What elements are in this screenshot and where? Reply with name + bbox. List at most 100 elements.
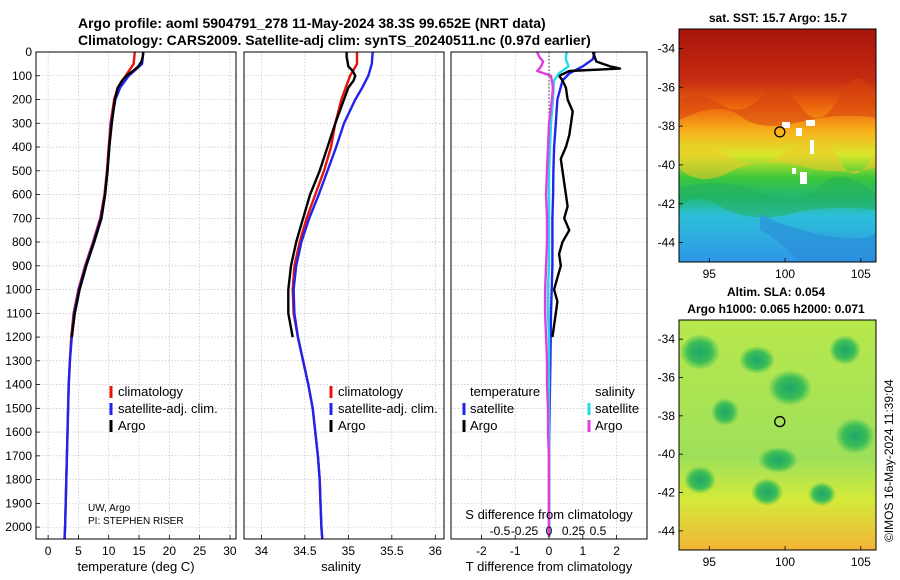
lon-tick-label: 95 <box>703 555 717 569</box>
salinity-grid <box>244 51 444 539</box>
depth-tick-label: 100 <box>12 69 32 83</box>
lon-tick-label: 100 <box>775 267 795 281</box>
x-tick-label: 2 <box>613 544 620 558</box>
lat-tick-label: -38 <box>658 409 676 423</box>
sla-map-title: Altim. SLA: 0.054 <box>727 285 825 299</box>
temperature-legend: climatology satellite-adj. clim. Argo <box>109 384 218 433</box>
x-tick-label: 20 <box>163 544 177 558</box>
figure-title-line1: Argo profile: aoml 5904791_278 11-May-20… <box>78 15 546 31</box>
depth-tick-label: 900 <box>12 259 32 273</box>
lon-tick-label: 105 <box>851 267 871 281</box>
lat-tick-label: -40 <box>658 447 676 461</box>
x-tick-label: 34 <box>255 544 269 558</box>
sst-float-marker <box>774 126 786 138</box>
depth-tick-label: 1900 <box>5 496 32 510</box>
s-tick-label: 0.25 <box>562 524 586 538</box>
lat-tick-label: -44 <box>658 524 676 538</box>
sst-map: sat. SST: 15.7 Argo: 15.7 -34 -36 -38 -40 -4… <box>658 11 877 281</box>
depth-tick-label: 300 <box>12 116 32 130</box>
legend-t-satellite-label: satellite <box>470 401 514 416</box>
salinity-axis-ticks: 34 34.5 35 35.5 36 <box>255 535 443 558</box>
salinity-frame <box>243 51 445 540</box>
legend-s-argo-label: Argo <box>595 418 622 433</box>
x-tick-label: 35.5 <box>380 544 404 558</box>
sla-map: Altim. SLA: 0.054 Argo h1000: 0.065 h200… <box>658 285 877 569</box>
sst-cloud-gaps <box>782 120 815 184</box>
x-tick-label: -2 <box>476 544 487 558</box>
s-difference-axis-ticks: -0.5 -0.25 0 0.25 0.5 <box>490 524 607 538</box>
depth-tick-label: 2000 <box>5 520 32 534</box>
t-difference-axis-ticks: -2 -1 0 1 2 <box>476 535 620 558</box>
sst-texture <box>679 78 876 262</box>
depth-tick-label: 1400 <box>5 378 32 392</box>
temperature-series <box>63 51 145 540</box>
sla-float-marker <box>774 415 786 428</box>
sla-map-subtitle: Argo h1000: 0.065 h2000: 0.071 <box>687 302 865 316</box>
depth-tick-label: 400 <box>12 140 32 154</box>
sst-map-frame <box>678 28 877 263</box>
x-tick-label: 0 <box>546 544 553 558</box>
t-difference-axis-label: T difference from climatology <box>466 559 633 574</box>
difference-legend: temperature satellite Argo salinity sate… <box>462 384 639 433</box>
legend-s-satellite-label: satellite <box>595 401 639 416</box>
s-tick-label: 0 <box>546 524 553 538</box>
x-tick-label: 34.5 <box>293 544 317 558</box>
sst-lat-ticks: -34 -36 -38 -40 -42 -44 <box>658 41 683 250</box>
difference-panel: -2 -1 0 1 2 -0.5 -0.25 0 0.25 0.5 S difference f… <box>450 51 648 574</box>
lat-tick-label: -44 <box>658 236 676 250</box>
temperature-frame <box>35 51 237 540</box>
depth-tick-label: 1600 <box>5 425 32 439</box>
depth-tick-label: 1000 <box>5 283 32 297</box>
legend-satellite-adj-label-2: satellite-adj. clim. <box>338 401 438 416</box>
lat-tick-label: -36 <box>658 80 676 94</box>
depth-tick-label: 1700 <box>5 449 32 463</box>
series-line-climatology <box>291 52 359 540</box>
lon-tick-label: 105 <box>851 555 871 569</box>
legend-argo-label: Argo <box>118 418 145 433</box>
pi-note: PI: STEPHEN RISER <box>88 516 184 527</box>
s-difference-axis-label: S difference from climatology <box>465 507 633 522</box>
s-tick-label: -0.5 <box>490 524 511 538</box>
series-line-argo <box>70 51 145 338</box>
temperature-axis-ticks: 0 5 10 15 20 25 30 <box>45 535 237 558</box>
series-line-argo <box>287 52 357 338</box>
x-tick-label: 30 <box>223 544 237 558</box>
depth-tick-label: 1500 <box>5 401 32 415</box>
temperature-panel: 0100200300400500600700800900100011001200… <box>5 45 237 574</box>
s-tick-label: -0.25 <box>511 524 539 538</box>
series-line-climatology <box>63 51 136 540</box>
depth-tick-label: 1800 <box>5 473 32 487</box>
legend-climatology-label-2: climatology <box>338 384 404 399</box>
lat-tick-label: -42 <box>658 197 676 211</box>
lat-tick-label: -34 <box>658 41 676 55</box>
depth-tick-label: 1300 <box>5 354 32 368</box>
sla-map-frame <box>678 319 877 551</box>
x-tick-label: 36 <box>429 544 443 558</box>
depth-tick-label: 1200 <box>5 330 32 344</box>
x-tick-label: 0 <box>45 544 52 558</box>
legend-argo-label-2: Argo <box>338 418 365 433</box>
lat-tick-label: -42 <box>658 486 676 500</box>
series-line-satellite-adj-clim- <box>292 51 374 540</box>
legend-salinity-title: salinity <box>595 384 635 399</box>
depth-tick-label: 0 <box>25 45 32 59</box>
lat-tick-label: -36 <box>658 371 676 385</box>
series-line-temperature-argo <box>551 51 622 338</box>
x-tick-label: 10 <box>102 544 116 558</box>
salinity-series <box>287 51 374 540</box>
salinity-panel: 34 34.5 35 35.5 36 salinity climatology sate… <box>243 51 445 574</box>
salinity-legend: climatology satellite-adj. clim. Argo <box>329 384 438 433</box>
lat-tick-label: -40 <box>658 158 676 172</box>
x-tick-label: 35 <box>342 544 356 558</box>
depth-tick-label: 600 <box>12 188 32 202</box>
depth-tick-label: 800 <box>12 235 32 249</box>
difference-series <box>536 51 622 537</box>
salinity-axis-label: salinity <box>321 559 361 574</box>
figure-title-line2: Climatology: CARS2009. Satellite-adj cli… <box>78 32 591 48</box>
x-tick-label: -1 <box>510 544 521 558</box>
depth-tick-label: 200 <box>12 93 32 107</box>
sst-map-title: sat. SST: 15.7 Argo: 15.7 <box>709 11 848 25</box>
temperature-axis-label: temperature (deg C) <box>77 559 194 574</box>
lon-tick-label: 95 <box>703 267 717 281</box>
